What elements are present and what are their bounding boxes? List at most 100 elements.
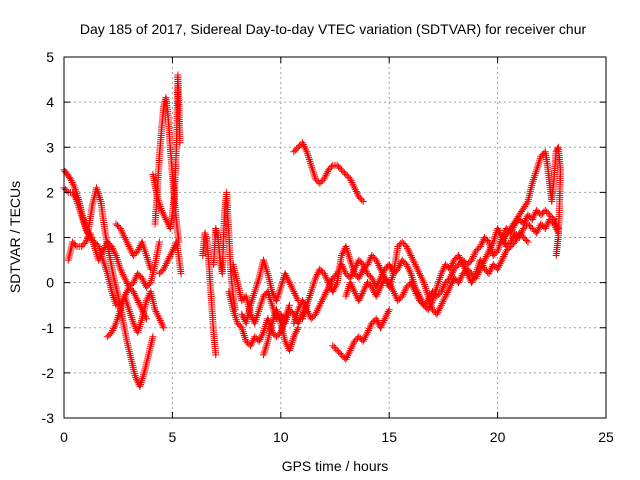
data-point <box>442 279 450 287</box>
data-point <box>491 250 499 258</box>
data-point <box>111 321 119 329</box>
data-point <box>524 211 532 219</box>
data-point <box>96 252 104 260</box>
y-tick-label: -1 <box>42 320 55 336</box>
data-point <box>119 230 127 238</box>
data-point <box>117 226 125 234</box>
data-point <box>251 333 259 341</box>
data-point <box>361 284 369 292</box>
data-point <box>369 253 377 261</box>
data-point <box>543 208 551 216</box>
data-point <box>344 350 352 358</box>
data-point <box>131 250 139 258</box>
data-point <box>72 241 80 249</box>
data-point <box>120 272 128 280</box>
data-point <box>446 265 454 273</box>
data-point <box>387 264 395 272</box>
data-point <box>283 273 291 281</box>
data-point <box>376 263 384 271</box>
data-point <box>109 325 117 333</box>
data-point <box>455 253 463 261</box>
data-point <box>435 307 443 315</box>
data-point <box>529 214 537 222</box>
data-point <box>119 271 127 279</box>
data-point <box>339 352 347 360</box>
data-point <box>494 265 502 273</box>
data-point <box>108 328 116 336</box>
data-point <box>364 328 372 336</box>
data-point <box>482 235 490 243</box>
data-point <box>244 339 252 347</box>
data-point <box>372 315 380 323</box>
data-point <box>351 270 359 278</box>
data-point <box>412 289 420 297</box>
data-point <box>404 282 412 290</box>
data-point <box>356 194 364 202</box>
data-point <box>311 274 319 282</box>
data-point <box>242 337 250 345</box>
data-point <box>289 286 297 294</box>
data-point <box>248 338 256 346</box>
data-point <box>317 267 325 275</box>
data-point <box>239 312 247 320</box>
data-point <box>293 295 301 303</box>
data-point <box>318 298 326 306</box>
data-point <box>508 241 516 249</box>
data-point <box>69 238 77 246</box>
data-point <box>121 274 129 282</box>
data-point <box>142 297 150 305</box>
data-point <box>453 262 461 270</box>
data-point <box>290 288 298 296</box>
data-point <box>483 251 491 259</box>
data-point <box>468 254 476 262</box>
data-point <box>292 291 300 299</box>
data-point <box>375 287 383 295</box>
data-point <box>383 309 391 317</box>
data-point <box>338 351 346 359</box>
data-point <box>378 280 386 288</box>
data-point <box>449 260 457 268</box>
data-point <box>79 241 87 249</box>
data-point <box>486 268 494 276</box>
data-point <box>550 220 558 228</box>
data-point <box>348 178 356 186</box>
data-point <box>441 294 449 302</box>
data-point <box>478 260 486 268</box>
data-point <box>546 215 554 223</box>
data-point <box>399 290 407 298</box>
data-point <box>382 313 390 321</box>
data-point <box>369 276 377 284</box>
data-point <box>547 217 555 225</box>
data-point <box>333 346 341 354</box>
data-point <box>155 313 163 321</box>
data-point <box>485 247 493 255</box>
data-point <box>376 285 384 293</box>
data-point <box>410 259 418 267</box>
data-point <box>390 289 398 297</box>
data-point <box>256 335 264 343</box>
data-point <box>335 348 343 356</box>
data-point <box>533 206 541 214</box>
data-point <box>403 283 411 291</box>
data-point <box>293 326 301 334</box>
data-point <box>169 245 177 253</box>
data-point <box>462 266 470 274</box>
data-point <box>285 306 293 314</box>
data-point <box>530 226 538 234</box>
data-point <box>378 269 386 277</box>
data-point <box>356 334 364 342</box>
data-point <box>464 271 472 279</box>
data-point <box>139 276 147 284</box>
data-point <box>103 238 111 246</box>
data-point <box>332 280 340 288</box>
data-point <box>455 252 463 260</box>
data-point <box>520 224 528 232</box>
y-axis-label: SDTVAR / TECUs <box>7 181 23 293</box>
data-point <box>537 211 545 219</box>
x-tick-label: 20 <box>490 429 506 445</box>
data-point <box>418 300 426 308</box>
data-point <box>317 178 325 186</box>
data-point <box>364 279 372 287</box>
data-point <box>382 264 390 272</box>
